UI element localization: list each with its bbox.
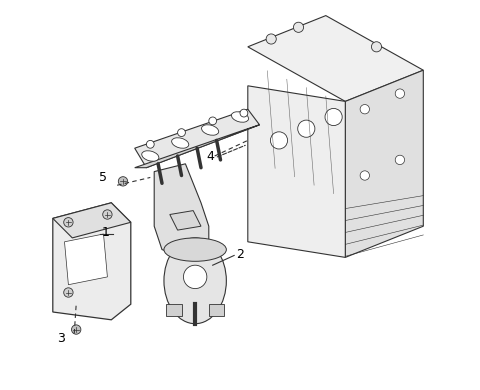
Polygon shape (64, 234, 108, 285)
Ellipse shape (142, 151, 159, 161)
Text: 4: 4 (207, 149, 215, 163)
Circle shape (325, 108, 342, 126)
Ellipse shape (172, 138, 189, 148)
Polygon shape (170, 211, 201, 230)
Circle shape (395, 89, 405, 98)
Ellipse shape (164, 238, 227, 324)
Circle shape (118, 177, 128, 186)
Circle shape (270, 132, 288, 149)
Circle shape (266, 34, 276, 44)
Circle shape (146, 140, 154, 148)
Polygon shape (345, 70, 423, 257)
Polygon shape (248, 86, 345, 257)
Circle shape (64, 218, 73, 227)
Circle shape (183, 265, 207, 289)
Polygon shape (135, 109, 260, 168)
Circle shape (209, 117, 216, 125)
Circle shape (372, 42, 382, 52)
Circle shape (395, 155, 405, 165)
Circle shape (240, 109, 248, 117)
Text: 5: 5 (99, 171, 107, 184)
Circle shape (293, 22, 303, 32)
Circle shape (360, 105, 370, 114)
Polygon shape (209, 304, 225, 316)
Polygon shape (53, 203, 131, 238)
Circle shape (298, 120, 315, 137)
Text: 3: 3 (57, 332, 64, 345)
Text: 2: 2 (236, 248, 244, 261)
Polygon shape (53, 203, 131, 320)
Ellipse shape (231, 112, 249, 122)
Text: 1: 1 (101, 225, 109, 239)
Polygon shape (166, 304, 181, 316)
Circle shape (360, 171, 370, 180)
Circle shape (178, 129, 185, 136)
Ellipse shape (164, 238, 227, 261)
Circle shape (103, 210, 112, 219)
Polygon shape (135, 125, 260, 168)
Polygon shape (248, 16, 423, 101)
Circle shape (72, 325, 81, 334)
Polygon shape (154, 164, 209, 257)
Circle shape (64, 288, 73, 297)
Ellipse shape (202, 125, 219, 135)
